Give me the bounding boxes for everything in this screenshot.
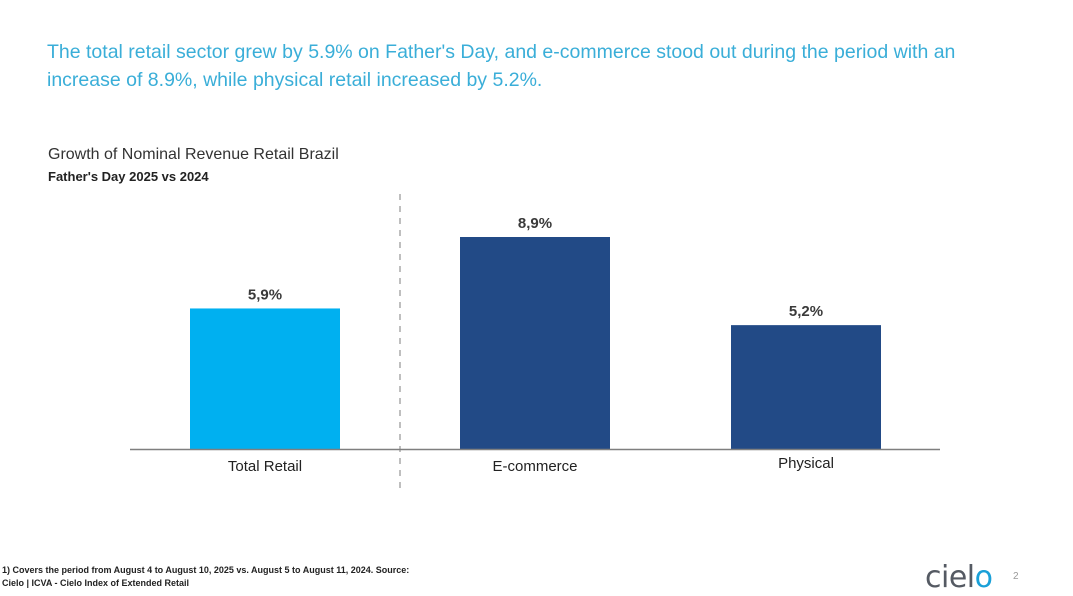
- data-label: 8,9%: [518, 215, 552, 232]
- cielo-logo: cielo: [925, 560, 993, 595]
- chart-title: Growth of Nominal Revenue Retail Brazil: [48, 146, 339, 163]
- bar-total-retail: [190, 308, 340, 449]
- bar-physical: [731, 325, 881, 449]
- data-label: 5,2%: [789, 303, 823, 320]
- footnote: 1) Covers the period from August 4 to Au…: [2, 565, 410, 588]
- category-label: Physical: [778, 455, 834, 472]
- chart-subtitle: Father's Day 2025 vs 2024: [48, 169, 209, 184]
- category-label: E-commerce: [492, 458, 577, 475]
- data-label: 5,9%: [248, 286, 282, 303]
- logo-text: ciel: [925, 560, 975, 595]
- logo-accent: o: [974, 560, 993, 595]
- page-number: 2: [1013, 571, 1019, 582]
- category-label: Total Retail: [228, 458, 302, 475]
- headline: The total retail sector grew by 5.9% on …: [47, 41, 956, 91]
- bar-e-commerce: [460, 237, 610, 449]
